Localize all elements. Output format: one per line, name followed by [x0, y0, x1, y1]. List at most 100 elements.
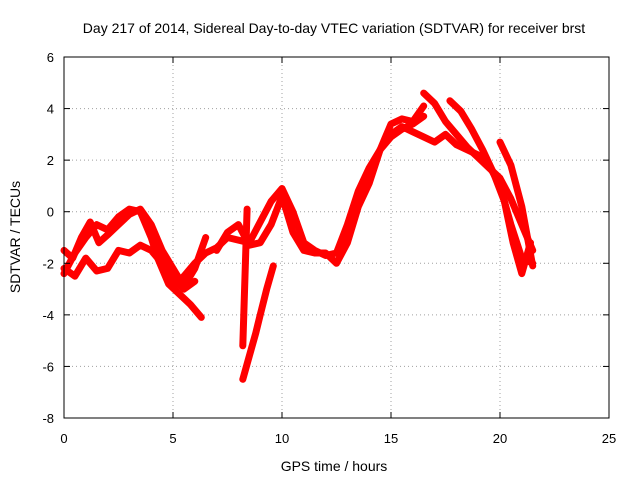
data-point	[420, 113, 427, 120]
data-point	[69, 255, 76, 262]
data-point	[268, 221, 275, 228]
data-series	[60, 89, 537, 383]
y-tick-label: -4	[42, 308, 54, 323]
data-point	[398, 115, 405, 122]
data-point	[257, 219, 264, 226]
y-tick-label: 0	[47, 205, 54, 220]
series-line	[496, 138, 537, 270]
data-point	[409, 128, 416, 135]
data-point	[115, 221, 122, 228]
data-point	[377, 146, 384, 153]
data-point	[252, 329, 259, 336]
data-point	[78, 234, 85, 241]
data-point	[257, 239, 264, 246]
data-point	[148, 229, 155, 236]
data-point	[239, 376, 246, 383]
y-tick-label: 6	[47, 50, 54, 65]
x-tick-label: 15	[384, 431, 398, 446]
data-point	[431, 100, 438, 107]
data-point	[510, 239, 517, 246]
x-axis-label: GPS time / hours	[281, 458, 388, 474]
y-tick-label: 2	[47, 153, 54, 168]
data-point	[420, 102, 427, 109]
data-point	[224, 229, 231, 236]
data-point	[213, 247, 220, 254]
data-point	[518, 270, 525, 277]
data-point	[71, 273, 78, 280]
data-point	[148, 221, 155, 228]
data-point	[300, 247, 307, 254]
data-point	[453, 131, 460, 138]
data-point	[268, 198, 275, 205]
series-track-k	[496, 138, 537, 270]
x-tick-label: 25	[602, 431, 616, 446]
data-point	[457, 108, 464, 115]
x-tick-label: 0	[60, 431, 67, 446]
series-line	[239, 262, 277, 383]
data-point	[442, 131, 449, 138]
x-tick-label: 10	[275, 431, 289, 446]
series-track-f	[239, 262, 277, 383]
y-tick-label: -6	[42, 359, 54, 374]
data-point	[239, 342, 246, 349]
series-line	[239, 205, 251, 350]
data-point	[82, 255, 89, 262]
data-point	[333, 260, 340, 267]
x-tick-label: 5	[169, 431, 176, 446]
data-point	[501, 198, 508, 205]
data-point	[191, 278, 198, 285]
series-track-g	[239, 205, 251, 350]
data-point	[263, 286, 270, 293]
data-point	[115, 247, 122, 254]
data-point	[170, 265, 176, 272]
data-point	[137, 206, 144, 213]
data-point	[388, 121, 394, 128]
data-point	[198, 314, 205, 321]
data-point	[453, 141, 460, 148]
data-point	[270, 262, 277, 269]
data-point	[289, 208, 296, 215]
data-point	[95, 239, 102, 246]
data-point	[115, 213, 122, 220]
data-point	[507, 162, 514, 169]
data-point	[322, 249, 329, 256]
data-point	[311, 249, 318, 256]
data-point	[468, 126, 475, 133]
data-point	[246, 353, 253, 360]
data-point	[235, 221, 242, 228]
data-point	[180, 286, 187, 293]
axes: 0 5 10 15 20 25 -8 -6 -4 -2 0 2 4 6	[42, 50, 616, 446]
data-point	[388, 131, 394, 138]
series-track-e	[213, 102, 428, 267]
data-point	[420, 133, 427, 140]
data-point	[409, 118, 416, 125]
data-point	[180, 273, 187, 280]
data-point	[104, 265, 111, 272]
data-point	[187, 301, 194, 308]
series-line	[420, 89, 537, 254]
data-point	[398, 123, 405, 130]
data-point	[104, 231, 111, 238]
data-point	[355, 188, 362, 195]
series-track-i	[420, 89, 537, 254]
data-point	[126, 211, 133, 218]
data-point	[202, 249, 209, 256]
data-point	[442, 118, 449, 125]
data-point	[420, 90, 427, 97]
data-point	[93, 268, 100, 275]
data-point	[137, 242, 144, 249]
data-point	[176, 291, 183, 298]
data-point	[518, 203, 525, 210]
data-point	[289, 229, 296, 236]
y-tick-label: -8	[42, 411, 54, 426]
data-point	[279, 193, 285, 200]
data-point	[235, 237, 242, 244]
data-point	[257, 311, 264, 318]
data-point	[148, 247, 155, 254]
plot-frame	[63, 56, 610, 419]
y-axis-label: SDTVAR / TECUs	[7, 181, 23, 293]
x-tick-label: 20	[493, 431, 507, 446]
data-point	[159, 255, 166, 262]
data-point	[464, 144, 471, 151]
